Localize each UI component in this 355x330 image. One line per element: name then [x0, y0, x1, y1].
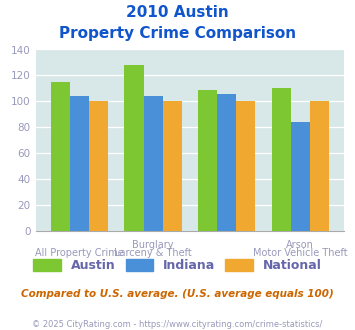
- Bar: [143, 96, 163, 231]
- Bar: [236, 101, 255, 231]
- Text: 2010 Austin: 2010 Austin: [126, 5, 229, 20]
- Text: Motor Vehicle Theft: Motor Vehicle Theft: [253, 248, 348, 258]
- Text: All Property Crime: All Property Crime: [35, 248, 124, 258]
- Bar: [89, 101, 108, 231]
- Text: Arson: Arson: [286, 240, 314, 250]
- Text: Compared to U.S. average. (U.S. average equals 100): Compared to U.S. average. (U.S. average …: [21, 289, 334, 299]
- Text: Larceny & Theft: Larceny & Theft: [114, 248, 192, 258]
- Text: © 2025 CityRating.com - https://www.cityrating.com/crime-statistics/: © 2025 CityRating.com - https://www.city…: [32, 320, 323, 329]
- Bar: [70, 96, 89, 231]
- Text: Burglary: Burglary: [132, 240, 174, 250]
- Bar: [310, 101, 329, 231]
- Bar: [291, 122, 310, 231]
- Bar: [217, 94, 236, 231]
- Bar: [272, 88, 291, 231]
- Legend: Austin, Indiana, National: Austin, Indiana, National: [29, 255, 326, 276]
- Bar: [163, 101, 182, 231]
- Text: Property Crime Comparison: Property Crime Comparison: [59, 26, 296, 41]
- Bar: [51, 82, 70, 231]
- Bar: [198, 90, 217, 231]
- Bar: [125, 65, 143, 231]
